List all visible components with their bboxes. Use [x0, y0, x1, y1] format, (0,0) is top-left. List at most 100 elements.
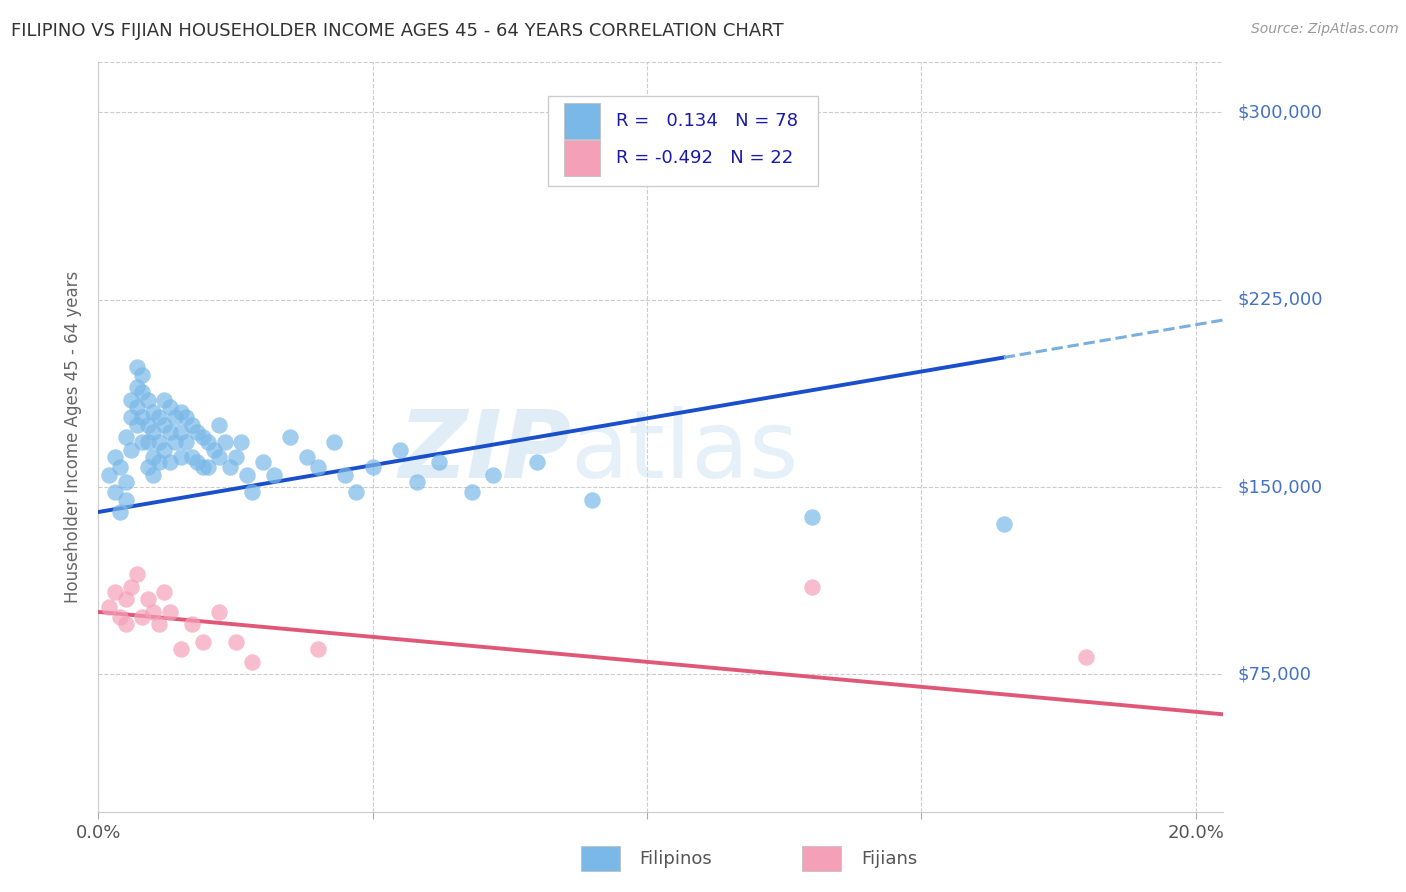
Text: $300,000: $300,000 [1237, 103, 1322, 121]
Y-axis label: Householder Income Ages 45 - 64 years: Householder Income Ages 45 - 64 years [65, 271, 83, 603]
Point [136, 392, 159, 407]
Point [191, 635, 214, 649]
Point [214, 435, 236, 450]
Point [142, 405, 165, 419]
FancyBboxPatch shape [548, 96, 818, 186]
Point [208, 417, 231, 432]
Point [263, 467, 285, 482]
Point [153, 442, 176, 457]
Point [142, 467, 165, 482]
FancyBboxPatch shape [564, 103, 600, 139]
Point [197, 435, 219, 450]
Point [120, 580, 142, 594]
Point [225, 635, 247, 649]
Point [110, 505, 132, 519]
Point [131, 435, 153, 450]
Point [104, 585, 127, 599]
Point [252, 455, 274, 469]
Point [110, 610, 132, 624]
Point [307, 642, 329, 657]
Point [180, 450, 202, 464]
Point [148, 410, 170, 425]
Point [460, 485, 482, 500]
Point [180, 417, 202, 432]
Point [142, 450, 165, 464]
Point [361, 460, 384, 475]
FancyBboxPatch shape [564, 140, 600, 177]
Point [208, 605, 231, 619]
Point [165, 410, 187, 425]
Point [125, 417, 148, 432]
Point [148, 617, 170, 632]
Point [344, 485, 367, 500]
Point [202, 442, 225, 457]
Point [191, 460, 214, 475]
Point [98, 467, 121, 482]
Point [323, 435, 346, 450]
Point [159, 605, 181, 619]
Point [110, 460, 132, 475]
Point [225, 450, 247, 464]
Point [125, 567, 148, 582]
Point [153, 585, 176, 599]
Point [131, 385, 153, 400]
Point [115, 492, 138, 507]
Point [280, 430, 302, 444]
Point [1074, 649, 1097, 664]
Point [186, 455, 208, 469]
FancyBboxPatch shape [801, 847, 841, 871]
Point [131, 410, 153, 425]
Point [800, 580, 823, 594]
Point [131, 368, 153, 382]
Point [170, 450, 193, 464]
Point [120, 392, 142, 407]
Point [170, 425, 193, 439]
Point [174, 435, 197, 450]
Point [120, 410, 142, 425]
Point [104, 485, 127, 500]
Point [240, 485, 263, 500]
Text: R = -0.492   N = 22: R = -0.492 N = 22 [616, 149, 793, 168]
Point [240, 655, 263, 669]
Point [142, 425, 165, 439]
Point [136, 460, 159, 475]
Point [142, 605, 165, 619]
Point [115, 617, 138, 632]
Point [159, 455, 181, 469]
Point [389, 442, 412, 457]
Point [180, 617, 202, 632]
FancyBboxPatch shape [581, 847, 620, 871]
Point [104, 450, 127, 464]
Point [186, 425, 208, 439]
Text: $75,000: $75,000 [1237, 665, 1312, 683]
Point [120, 442, 142, 457]
Point [229, 435, 252, 450]
Point [125, 360, 148, 375]
Point [165, 435, 187, 450]
Point [170, 405, 193, 419]
Point [235, 467, 257, 482]
Point [136, 592, 159, 607]
Point [136, 435, 159, 450]
Point [208, 450, 231, 464]
Text: ZIP: ZIP [398, 406, 571, 498]
Point [131, 610, 153, 624]
Point [197, 460, 219, 475]
Point [307, 460, 329, 475]
Point [159, 400, 181, 414]
Point [405, 475, 427, 489]
Point [115, 430, 138, 444]
Point [98, 599, 121, 614]
Point [159, 425, 181, 439]
Text: FILIPINO VS FIJIAN HOUSEHOLDER INCOME AGES 45 - 64 YEARS CORRELATION CHART: FILIPINO VS FIJIAN HOUSEHOLDER INCOME AG… [11, 22, 785, 40]
Text: R =   0.134   N = 78: R = 0.134 N = 78 [616, 112, 797, 130]
Point [174, 410, 197, 425]
Point [148, 455, 170, 469]
Point [153, 392, 176, 407]
Text: $150,000: $150,000 [1237, 478, 1322, 496]
Text: Fijians: Fijians [860, 849, 918, 868]
Text: atlas: atlas [571, 406, 799, 498]
Point [170, 642, 193, 657]
Text: $225,000: $225,000 [1237, 291, 1323, 309]
Point [800, 510, 823, 524]
